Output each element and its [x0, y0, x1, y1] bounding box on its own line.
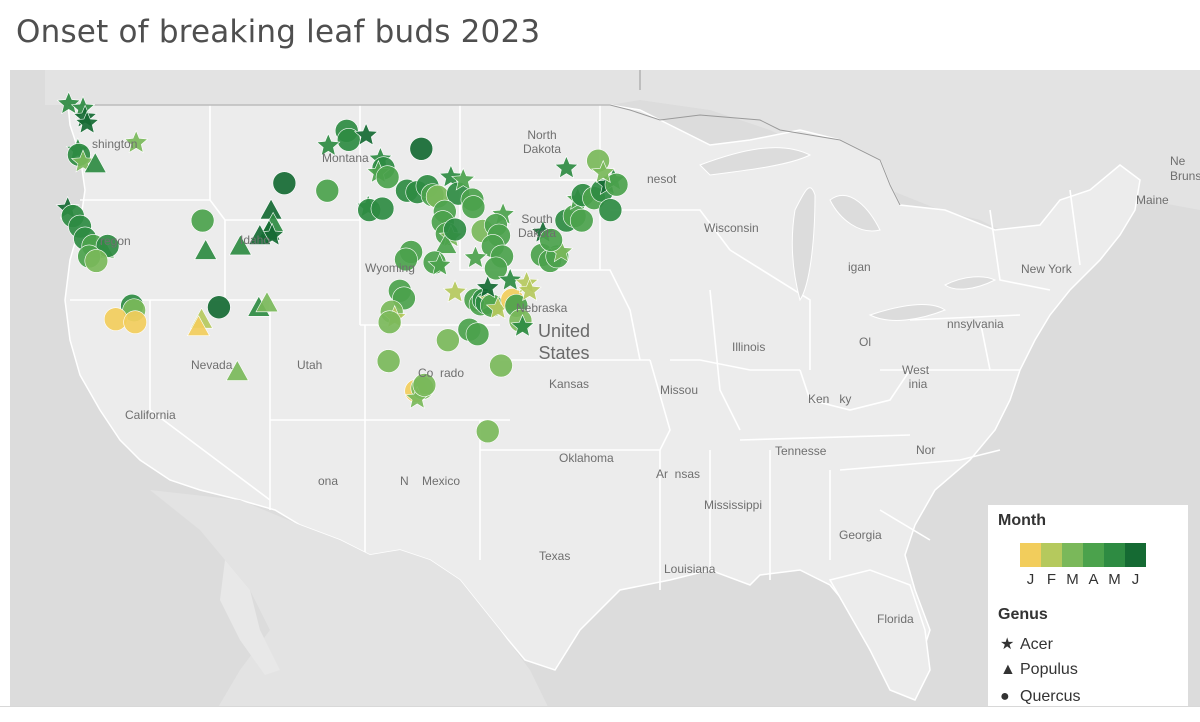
month-label: J	[1131, 571, 1140, 588]
state-borders	[70, 105, 1081, 590]
observation-quercus[interactable]	[394, 247, 418, 272]
legend-genus-populus-label: Populus	[1020, 661, 1078, 678]
observation-quercus[interactable]	[376, 349, 401, 373]
observation-populus[interactable]	[83, 152, 107, 174]
observation-acer[interactable]	[475, 275, 500, 299]
observation-quercus[interactable]	[598, 198, 623, 222]
month-swatch	[1020, 543, 1041, 567]
star-icon: ★	[1000, 636, 1015, 653]
observation-acer[interactable]	[438, 164, 464, 188]
observation-quercus[interactable]	[489, 353, 513, 378]
month-label: F	[1046, 571, 1057, 588]
bottom-bar	[0, 706, 1200, 722]
great-lakes	[699, 147, 997, 321]
map-panel[interactable]: shington regon Idaho Montana North Dakot…	[10, 70, 1200, 721]
observation-quercus[interactable]	[190, 208, 215, 233]
observation-populus[interactable]	[248, 223, 272, 245]
legend-genus-acer: ★ Acer	[1000, 634, 1053, 654]
observation-quercus[interactable]	[409, 136, 434, 161]
triangle-icon: ▲	[1000, 661, 1016, 678]
month-label: M	[1108, 571, 1121, 588]
observation-quercus[interactable]	[123, 310, 147, 335]
basemap	[10, 70, 1200, 721]
observation-quercus[interactable]	[436, 328, 460, 352]
observation-populus[interactable]	[225, 359, 249, 381]
observation-quercus[interactable]	[375, 165, 400, 189]
observation-acer[interactable]	[451, 167, 476, 191]
observation-populus[interactable]	[187, 315, 211, 336]
legend-month-title: Month	[998, 512, 1046, 529]
observation-acer[interactable]	[498, 267, 523, 291]
observation-quercus[interactable]	[461, 195, 486, 219]
observation-acer[interactable]	[74, 110, 100, 134]
observation-acer[interactable]	[124, 130, 149, 154]
observation-quercus[interactable]	[207, 295, 231, 320]
observation-quercus[interactable]	[465, 322, 490, 346]
observation-acer[interactable]	[517, 278, 542, 302]
month-swatch	[1083, 543, 1104, 567]
month-swatch	[1125, 543, 1146, 567]
observation-acer[interactable]	[591, 159, 616, 184]
month-label: A	[1088, 571, 1099, 588]
observation-quercus[interactable]	[370, 196, 395, 221]
observation-populus[interactable]	[255, 291, 279, 313]
baja-area	[220, 560, 280, 675]
observation-quercus[interactable]	[484, 256, 508, 281]
legend-genus-quercus-label: Quercus	[1020, 688, 1081, 705]
observation-acer[interactable]	[56, 91, 81, 115]
observation-quercus[interactable]	[475, 419, 500, 444]
observation-populus[interactable]	[434, 232, 458, 254]
legend-genus-title: Genus	[998, 606, 1048, 623]
month-swatch	[1104, 543, 1125, 567]
observation-quercus[interactable]	[377, 310, 402, 335]
observation-acer[interactable]	[316, 133, 341, 157]
observation-quercus[interactable]	[315, 178, 340, 203]
observation-quercus[interactable]	[412, 373, 437, 397]
chart-title: Onset of breaking leaf buds 2023	[16, 14, 541, 50]
observation-populus[interactable]	[228, 234, 252, 256]
observation-quercus[interactable]	[443, 217, 467, 242]
legend-genus-acer-label: Acer	[1020, 636, 1053, 653]
observation-quercus[interactable]	[569, 208, 594, 233]
canada-area	[45, 70, 1200, 240]
month-label: J	[1026, 571, 1035, 588]
observation-quercus[interactable]	[604, 172, 629, 197]
legend-genus-quercus: ● Quercus	[1000, 688, 1080, 706]
observation-quercus[interactable]	[84, 249, 109, 273]
observation-acer[interactable]	[463, 245, 488, 269]
observation-populus[interactable]	[194, 238, 218, 260]
florida-land	[828, 569, 931, 701]
circle-icon: ●	[1000, 688, 1010, 705]
mexico-area	[150, 490, 555, 721]
observation-acer[interactable]	[442, 279, 468, 303]
canada-border	[68, 104, 901, 206]
observation-acer[interactable]	[353, 122, 379, 146]
observation-acer[interactable]	[427, 252, 452, 276]
observation-marks	[55, 91, 629, 444]
observation-quercus[interactable]	[272, 171, 297, 195]
month-swatch	[1041, 543, 1062, 567]
observation-quercus[interactable]	[539, 228, 563, 252]
legend-genus-populus: ▲ Populus	[1000, 661, 1078, 679]
observation-acer[interactable]	[554, 155, 579, 179]
month-swatch	[1062, 543, 1083, 567]
observation-acer[interactable]	[510, 313, 535, 338]
month-label: M	[1066, 571, 1079, 588]
